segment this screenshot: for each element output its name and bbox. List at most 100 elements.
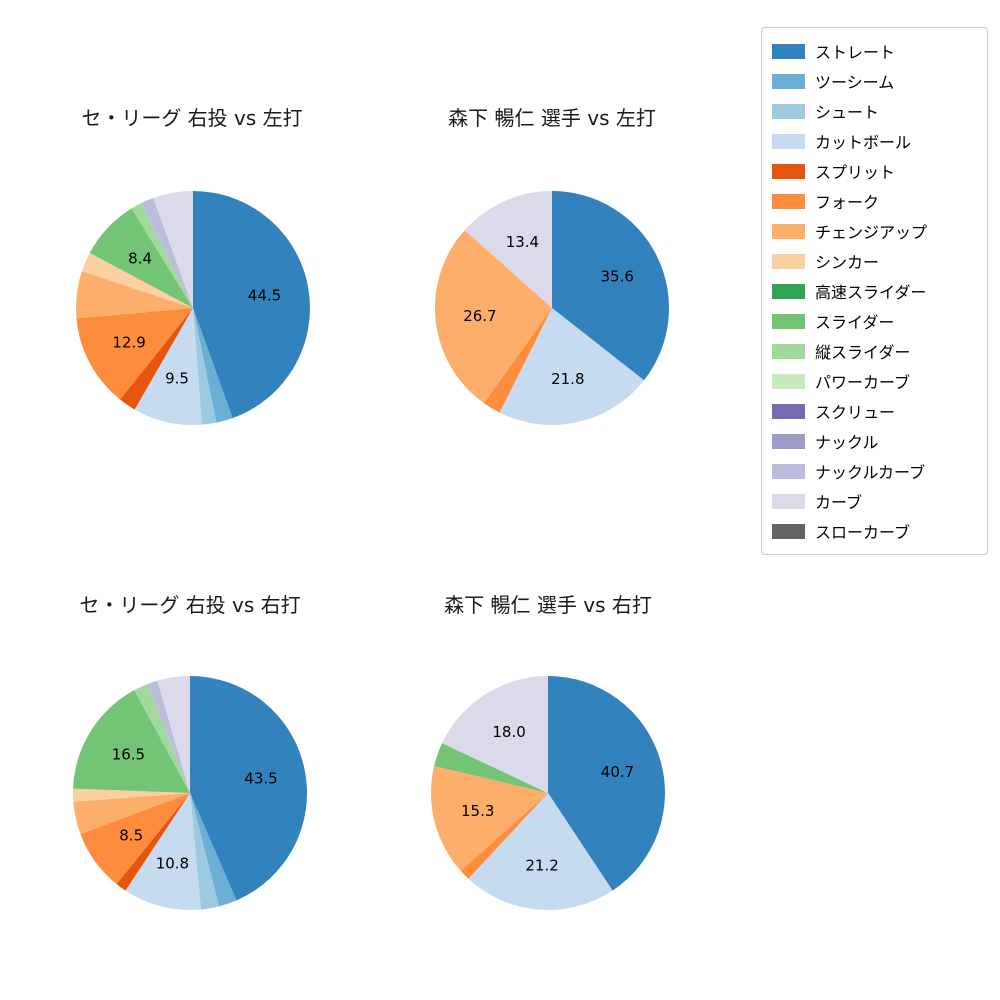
pie-chart-player-vs-left: 35.6 21.8 26.7 13.4 — [434, 191, 670, 426]
pie-slice — [548, 676, 666, 891]
legend-label: スプリット — [815, 163, 896, 182]
legend-item: パワーカーブ — [772, 366, 977, 396]
pie-slice — [157, 676, 190, 793]
legend-color-swatch — [772, 403, 805, 419]
pie-percent-label: 8.5 — [119, 827, 143, 845]
legend-label: ナックル — [815, 433, 879, 452]
pie-slice — [193, 191, 310, 419]
legend-label: 縦スライダー — [815, 343, 911, 362]
pie-percent-label: 13.4 — [506, 233, 539, 251]
legend-item: ツーシーム — [772, 66, 977, 96]
pie-slice — [468, 793, 613, 910]
legend-color-swatch — [772, 313, 805, 329]
legend-item: ナックルカーブ — [772, 456, 977, 486]
legend-color-swatch — [772, 253, 805, 269]
legend-label: フォーク — [815, 193, 880, 212]
pie-slice — [434, 230, 552, 404]
pie-slice — [190, 793, 220, 910]
legend-item: シュート — [772, 96, 977, 126]
pie-slice — [460, 793, 548, 879]
legend-label: ツーシーム — [815, 73, 895, 92]
pie-slice — [134, 683, 190, 793]
pie-slice — [116, 793, 190, 891]
pie-percent-label: 44.5 — [248, 287, 281, 305]
legend-label: スライダー — [815, 313, 895, 332]
legend-label: スローカーブ — [815, 523, 911, 542]
legend-label: ナックルカーブ — [815, 463, 926, 482]
pie-slice — [193, 308, 233, 423]
pie-slice — [434, 743, 548, 793]
legend-item: スライダー — [772, 306, 977, 336]
pie-slice — [134, 308, 202, 426]
legend-label: シンカー — [815, 253, 880, 272]
pie-percent-label: 12.9 — [112, 333, 145, 351]
pie-slice — [75, 271, 193, 319]
legend-item: シンカー — [772, 246, 977, 276]
pie-slice — [153, 191, 193, 308]
chart-title-league-vs-left: セ・リーグ 右投 vs 左打 — [81, 106, 303, 130]
legend-label: チェンジアップ — [815, 223, 928, 242]
pie-slice — [80, 793, 190, 885]
pie-slice — [147, 680, 190, 793]
pie-slice — [190, 676, 308, 901]
legend-label: カットボール — [815, 133, 912, 152]
legend-color-swatch — [772, 103, 805, 119]
pie-percent-label: 40.7 — [601, 763, 634, 781]
pie-slice — [72, 788, 190, 802]
pie-chart-league-vs-right: 43.5 10.8 8.5 16.5 — [72, 676, 308, 910]
legend-item: 縦スライダー — [772, 336, 977, 366]
legend-item: チェンジアップ — [772, 216, 977, 246]
legend-color-swatch — [772, 163, 805, 179]
legend-color-swatch — [772, 343, 805, 359]
legend-label: スクリュー — [815, 403, 896, 422]
legend-item: スクリュー — [772, 396, 977, 426]
pie-slice — [442, 676, 548, 793]
legend-label: パワーカーブ — [815, 373, 911, 392]
pie-slice — [131, 203, 193, 308]
pie-percent-label: 26.7 — [463, 307, 496, 325]
legend-color-swatch — [772, 373, 805, 389]
pie-percent-label: 8.4 — [128, 249, 152, 267]
pie-slice — [89, 208, 193, 308]
legend-item: スプリット — [772, 156, 977, 186]
pie-chart-league-vs-left: 44.5 9.5 12.9 8.4 — [75, 191, 310, 426]
pie-percent-label: 21.8 — [551, 370, 584, 388]
legend-label: カーブ — [815, 493, 863, 512]
chart-title-league-vs-right: セ・リーグ 右投 vs 右打 — [79, 593, 301, 617]
pie-slice — [499, 308, 644, 426]
pie-slice — [552, 191, 670, 381]
pie-slice — [141, 197, 193, 308]
pie-slice — [464, 191, 552, 308]
pie-slice — [76, 308, 193, 400]
pitch-type-legend: ストレートツーシームシュートカットボール スプリットフォークチェンジアップ シンカー… — [761, 27, 988, 555]
legend-color-swatch — [772, 493, 805, 509]
legend-color-swatch — [772, 193, 805, 209]
legend-item: 高速スライダー — [772, 276, 977, 306]
legend-color-swatch — [772, 43, 805, 59]
legend-item: カットボール — [772, 126, 977, 156]
chart-title-player-vs-left: 森下 暢仁 選手 vs 左打 — [448, 106, 656, 130]
pie-slice — [431, 766, 548, 871]
legend-item: ナックル — [772, 426, 977, 456]
pie-percent-label: 10.8 — [156, 854, 189, 872]
legend-label: 高速スライダー — [815, 283, 927, 302]
pie-percent-label: 18.0 — [492, 723, 525, 741]
pie-slice — [81, 252, 193, 308]
pie-percent-label: 21.2 — [525, 856, 558, 874]
legend-color-swatch — [772, 223, 805, 239]
legend-color-swatch — [772, 463, 805, 479]
pie-slice — [483, 308, 552, 413]
pie-slice — [190, 793, 237, 907]
legend-label: ストレート — [815, 43, 896, 62]
pie-slice — [73, 793, 190, 835]
legend-color-swatch — [772, 283, 805, 299]
legend-item: フォーク — [772, 186, 977, 216]
legend-label: シュート — [815, 103, 880, 122]
pie-slice — [193, 308, 217, 425]
pie-slice — [125, 793, 202, 910]
pie-percent-label: 16.5 — [112, 746, 145, 764]
legend-color-swatch — [772, 433, 805, 449]
pie-percent-label: 43.5 — [244, 769, 277, 787]
pie-percent-label: 9.5 — [165, 370, 189, 388]
